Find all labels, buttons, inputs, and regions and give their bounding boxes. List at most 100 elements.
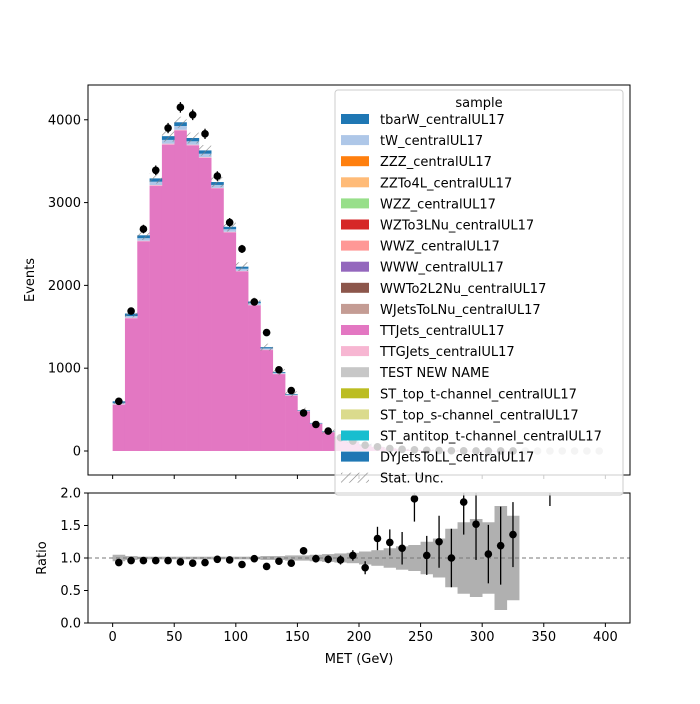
ratio-point-0: [115, 558, 123, 567]
ratio-xtick-label-100: 100: [223, 630, 248, 645]
legend-label-8: WWTo2L2Nu_centralUL17: [380, 282, 546, 297]
legend-label-7: WWW_centralUL17: [380, 261, 504, 276]
legend-swatch-9: [341, 303, 369, 314]
bar-TTJets_centralUL17-bin-12: [260, 349, 274, 451]
stat-unc-bin-6: [186, 132, 199, 144]
bar-TTJets_centralUL17-bin-5: [174, 130, 187, 451]
data-point-6: [188, 111, 197, 119]
ratio-xtick-label-50: 50: [166, 630, 183, 645]
bar-TTJets_centralUL17-bin-3: [149, 186, 163, 451]
legend-swatch-13: [341, 388, 369, 399]
ratio-point-2: [139, 556, 148, 565]
legend-label-16: DYJetsToLL_centralUL17: [380, 451, 534, 466]
ratio-point-29: [472, 520, 480, 528]
ratio-point-30: [484, 550, 493, 558]
ratio-xtick-label-0: 0: [108, 630, 116, 645]
ratio-ytick-label-0.5: 0.5: [60, 584, 81, 599]
ratio-point-21: [373, 534, 382, 543]
ratio-point-11: [250, 554, 259, 563]
data-point-5: [176, 103, 185, 112]
bar-TTJets_centralUL17-bin-10: [235, 271, 249, 451]
data-point-7: [201, 130, 209, 138]
legend-swatch-17: [341, 472, 369, 483]
legend-label-17: Stat. Unc.: [380, 472, 444, 487]
ratio-panel: 0.0 0.5 1.0 1.5 2.0 0 50 100 150 200 250 300 350 400 M…: [35, 487, 631, 667]
legend-label-6: WWZ_centralUL17: [380, 240, 500, 255]
bar-TTGJets_centralUL17-bin-10: [235, 270, 249, 272]
bar-TTJets_centralUL17-bin-6: [186, 145, 200, 451]
bar-TTJets_centralUL17-bin-9: [223, 232, 237, 451]
ratio-point-6: [188, 559, 197, 567]
bar-TTJets_centralUL17-bin-0: [112, 404, 126, 451]
ratio-point-8: [213, 555, 222, 564]
legend-swatch-8: [341, 282, 369, 293]
legend-label-13: ST_top_t-channel_centralUL17: [380, 387, 577, 402]
bar-TTGJets_centralUL17-bin-2: [137, 240, 150, 242]
ratio-point-32: [509, 530, 517, 539]
ratio-xtick-label-200: 200: [347, 630, 372, 645]
bar-TTJets_centralUL17-bin-14: [285, 395, 298, 451]
ratio-ytick-label-0: 0.0: [60, 617, 81, 632]
stat-unc-bin-7: [198, 145, 212, 156]
main-ylabel: Events: [23, 258, 38, 302]
ratio-ytick-label-1: 1.0: [60, 552, 81, 567]
legend-label-14: ST_top_s-channel_centralUL17: [380, 408, 579, 423]
legend-label-10: TTJets_centralUL17: [379, 324, 505, 339]
main-ytick-label-3000: 3000: [48, 196, 81, 211]
legend-swatch-16: [341, 451, 369, 462]
legend-label-0: tbarW_centralUL17: [380, 113, 505, 128]
stat-unc-bin-2: [137, 230, 150, 240]
ratio-point-4: [164, 556, 172, 565]
legend-label-3: ZZTo4L_centralUL17: [380, 176, 512, 191]
ratio-point-31: [496, 541, 505, 550]
legend-label-5: WZTo3LNu_centralUL17: [380, 219, 534, 234]
data-point-4: [164, 124, 172, 132]
ratio-ytick-label-1.5: 1.5: [60, 519, 81, 534]
legend-swatch-7: [341, 261, 369, 272]
ratio-point-15: [299, 547, 308, 555]
ratio-xtick-label-400: 400: [593, 630, 618, 645]
ratio-xtick-label-250: 250: [408, 630, 433, 645]
ratio-xtick-label-350: 350: [531, 630, 556, 645]
stat-unc-bin-8: [211, 176, 224, 188]
legend-swatch-14: [341, 409, 369, 420]
ratio-point-1: [127, 556, 135, 565]
ratio-point-20: [361, 563, 369, 572]
legend-box: [334, 89, 624, 496]
ratio-ylabel: Ratio: [35, 541, 50, 574]
bar-TTGJets_centralUL17-bin-1: [124, 317, 138, 319]
ratio-band-bin-7: [198, 556, 212, 560]
ratio-point-16: [312, 554, 320, 563]
ratio-xtick-label-150: 150: [285, 630, 310, 645]
legend-swatch-0: [341, 114, 369, 124]
data-point-3: [151, 166, 160, 175]
data-point-8: [213, 172, 222, 180]
data-point-16: [312, 420, 320, 429]
bar-TTJets_centralUL17-bin-7: [198, 157, 212, 451]
bar-TTGJets_centralUL17-bin-3: [149, 185, 163, 187]
ratio-point-26: [435, 537, 443, 546]
legend-swatch-11: [341, 346, 369, 357]
bar-TTJets_centralUL17-bin-8: [211, 188, 224, 451]
legend-label-9: WJetsToLNu_centralUL17: [380, 303, 541, 318]
bar-TTJets_centralUL17-bin-11: [248, 305, 261, 451]
legend-swatch-3: [341, 177, 369, 188]
data-point-12: [262, 328, 271, 337]
stat-unc-bin-3: [149, 173, 162, 184]
data-point-15: [299, 409, 308, 417]
bar-TTGJets_centralUL17-bin-9: [223, 231, 237, 233]
legend-title: sample: [455, 96, 502, 111]
bar-TTGJets_centralUL17-bin-4: [161, 143, 175, 145]
data-point-13: [275, 366, 283, 374]
bar-TTGJets_centralUL17-bin-5: [174, 129, 187, 131]
ratio-point-3: [151, 556, 160, 565]
data-point-14: [287, 386, 296, 395]
main-ytick-label-0: 0: [73, 444, 81, 459]
ratio-point-23: [398, 544, 406, 553]
main-ytick-label-2000: 2000: [48, 279, 81, 294]
legend-swatch-4: [341, 198, 369, 209]
stat-unc-bin-5: [174, 116, 187, 128]
data-point-1: [127, 307, 135, 315]
legend-label-12: TEST NEW NAME: [379, 366, 489, 381]
legend-swatch-2: [341, 156, 369, 167]
